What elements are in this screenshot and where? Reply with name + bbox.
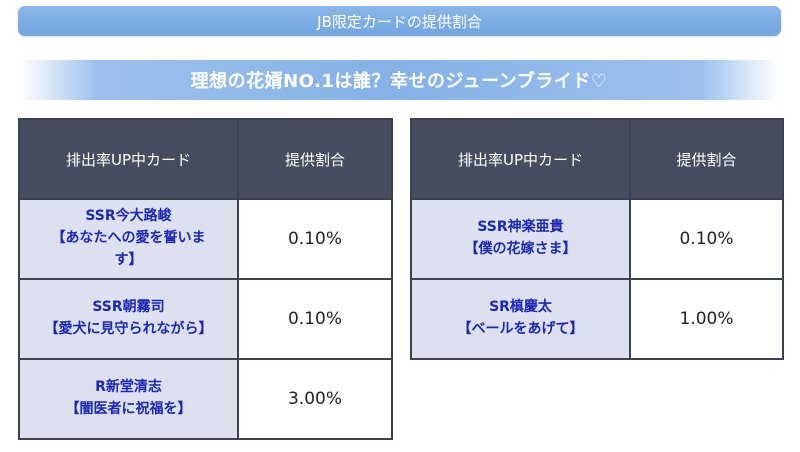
page-title: JB限定カードの提供割合 bbox=[317, 12, 482, 31]
top-title-bar: JB限定カードの提供割合 bbox=[18, 6, 781, 36]
card-name-line: SSR神楽亜貴 bbox=[477, 219, 564, 236]
column-header-card: 排出率UP中カード bbox=[410, 118, 631, 200]
column-header-rate: 提供割合 bbox=[629, 118, 784, 200]
table-row: SSR朝霧司 【愛犬に見守られながら】 0.10% bbox=[18, 278, 393, 360]
card-name-cell: SSR朝霧司 【愛犬に見守られながら】 bbox=[18, 278, 239, 360]
rate-cell: 3.00% bbox=[237, 358, 393, 440]
rate-cell: 0.10% bbox=[237, 278, 393, 360]
card-name-line: SSR今大路峻 bbox=[85, 208, 172, 225]
table-row: SSR神楽亜貴 【僕の花嫁さま】 0.10% bbox=[410, 198, 784, 280]
card-name-cell: SSR今大路峻 【あなたへの愛を誓いま す】 bbox=[18, 198, 239, 280]
card-name-cell: R新堂清志 【闇医者に祝福を】 bbox=[18, 358, 239, 440]
card-title-line: 【闇医者に祝福を】 bbox=[65, 401, 192, 417]
rate-cell: 1.00% bbox=[629, 278, 784, 360]
rate-cell: 0.10% bbox=[629, 198, 784, 280]
rate-table-left: 排出率UP中カード 提供割合 SSR今大路峻 【あなたへの愛を誓いま す】 0.… bbox=[18, 118, 393, 440]
rate-table-right: 排出率UP中カード 提供割合 SSR神楽亜貴 【僕の花嫁さま】 0.10% SR… bbox=[410, 118, 784, 360]
table-header-row: 排出率UP中カード 提供割合 bbox=[410, 118, 784, 200]
card-name-line: R新堂清志 bbox=[95, 379, 162, 396]
column-header-card: 排出率UP中カード bbox=[18, 118, 239, 200]
table-header-row: 排出率UP中カード 提供割合 bbox=[18, 118, 393, 200]
card-name-line: SSR朝霧司 bbox=[92, 299, 165, 316]
card-name-cell: SSR神楽亜貴 【僕の花嫁さま】 bbox=[410, 198, 631, 280]
card-title-line: 【愛犬に見守られながら】 bbox=[44, 321, 213, 337]
banner-title: 理想の花婿NO.1は誰？幸せのジューンブライド♡ bbox=[190, 71, 608, 92]
table-row: R新堂清志 【闇医者に祝福を】 3.00% bbox=[18, 358, 393, 440]
card-name-line: SR槙慶太 bbox=[489, 299, 552, 316]
card-title-line: す】 bbox=[114, 251, 143, 268]
card-title-line: 【あなたへの愛を誓いま bbox=[51, 230, 206, 247]
rate-cell: 0.10% bbox=[237, 198, 393, 280]
card-title-line: 【僕の花嫁さま】 bbox=[464, 241, 577, 257]
column-header-rate: 提供割合 bbox=[237, 118, 393, 200]
card-name-cell: SR槙慶太 【ベールをあげて】 bbox=[410, 278, 631, 360]
table-row: SSR今大路峻 【あなたへの愛を誓いま す】 0.10% bbox=[18, 198, 393, 280]
card-title-line: 【ベールをあげて】 bbox=[457, 321, 584, 337]
table-row: SR槙慶太 【ベールをあげて】 1.00% bbox=[410, 278, 784, 360]
gacha-banner: 理想の花婿NO.1は誰？幸せのジューンブライド♡ bbox=[20, 60, 778, 100]
